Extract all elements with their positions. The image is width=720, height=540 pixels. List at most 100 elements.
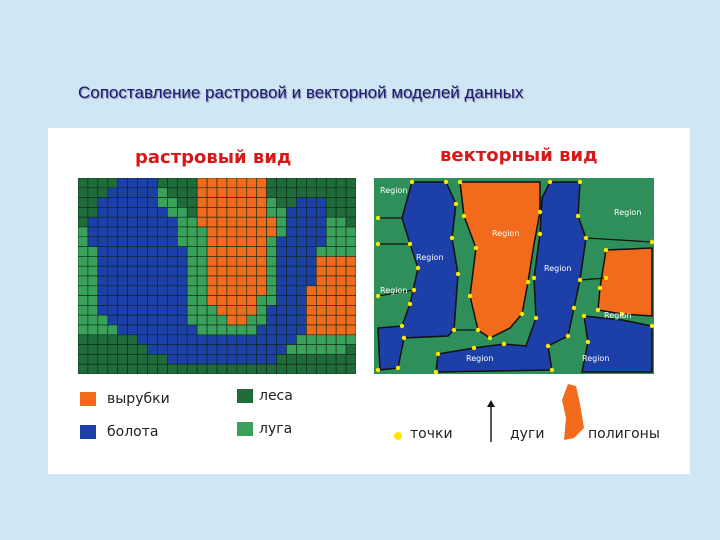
raster-cell	[335, 314, 347, 326]
raster-cell	[147, 344, 158, 355]
forest-swatch	[237, 389, 253, 403]
raster-cell	[147, 265, 158, 277]
raster-cell	[196, 226, 208, 238]
raster-cell	[137, 305, 148, 316]
raster-cell	[345, 226, 356, 238]
raster-cell	[78, 256, 89, 267]
raster-cell	[276, 334, 287, 345]
raster-cell	[236, 344, 248, 355]
raster-cell	[306, 285, 317, 296]
raster-cell	[266, 216, 277, 228]
meadow-label: луга	[259, 421, 293, 437]
raster-cell	[127, 354, 138, 365]
raster-cell	[345, 275, 356, 287]
raster-cell	[87, 314, 99, 326]
raster-cell	[256, 295, 267, 306]
raster-cell	[157, 256, 168, 267]
raster-cell	[335, 334, 347, 345]
raster-cell	[107, 265, 119, 277]
raster-cell	[107, 363, 119, 374]
raster-cell	[127, 246, 138, 257]
raster-cell	[176, 246, 188, 257]
raster-cell	[226, 178, 238, 189]
raster-cell	[335, 197, 347, 208]
raster-cell	[196, 324, 208, 336]
raster-cell	[246, 295, 258, 306]
raster-cell	[325, 246, 337, 257]
raster-cell	[286, 344, 297, 355]
raster-cell	[167, 207, 178, 218]
raster-cell	[266, 187, 277, 198]
raster-cell	[127, 305, 138, 316]
raster-cell	[97, 275, 109, 287]
raster-cell	[87, 246, 99, 257]
raster-cell	[286, 256, 297, 267]
raster-cell	[147, 236, 158, 247]
raster-cell	[325, 354, 337, 365]
raster-cell	[196, 236, 208, 247]
raster-cell	[276, 216, 287, 228]
raster-cell	[315, 216, 327, 228]
raster-cell	[78, 314, 89, 326]
raster-cell	[78, 324, 89, 336]
raster-cell	[276, 178, 287, 189]
raster-cell	[78, 295, 89, 306]
raster-cell	[97, 246, 109, 257]
raster-cell	[127, 236, 138, 247]
raster-cell	[216, 295, 228, 306]
raster-cell	[236, 197, 248, 208]
raster-cell	[147, 334, 158, 345]
raster-cell	[176, 216, 188, 228]
raster-cell	[176, 226, 188, 238]
raster-cell	[107, 334, 119, 345]
raster-cell	[87, 265, 99, 277]
raster-cell	[167, 226, 178, 238]
raster-cell	[226, 334, 238, 345]
raster-cell	[206, 285, 218, 296]
cutting-swatch	[80, 392, 96, 406]
raster-cell	[147, 363, 158, 374]
raster-cell	[78, 207, 89, 218]
raster-cell	[137, 187, 148, 198]
raster-cell	[107, 324, 119, 336]
raster-cell	[78, 187, 89, 198]
forest-label: леса	[259, 388, 293, 404]
raster-cell	[117, 275, 128, 287]
raster-cell	[286, 354, 297, 365]
raster-cell	[117, 226, 128, 238]
raster-cell	[196, 314, 208, 326]
raster-cell	[276, 265, 287, 277]
raster-cell	[246, 363, 258, 374]
raster-cell	[97, 265, 109, 277]
raster-cell	[167, 178, 178, 189]
raster-cell	[196, 295, 208, 306]
raster-cell	[78, 363, 89, 374]
raster-cell	[196, 216, 208, 228]
raster-cell	[176, 285, 188, 296]
raster-cell	[147, 246, 158, 257]
raster-cell	[186, 187, 198, 198]
raster-cell	[345, 256, 356, 267]
raster-cell	[286, 363, 297, 374]
raster-cell	[266, 363, 277, 374]
raster-cell	[87, 178, 99, 189]
raster-cell	[167, 314, 178, 326]
raster-cell	[147, 354, 158, 365]
raster-cell	[276, 197, 287, 208]
raster-cell	[256, 363, 267, 374]
raster-cell	[345, 363, 356, 374]
raster-cell	[127, 256, 138, 267]
raster-cell	[216, 334, 228, 345]
raster-cell	[176, 187, 188, 198]
raster-cell	[256, 354, 267, 365]
raster-cell	[266, 207, 277, 218]
raster-cell	[256, 256, 267, 267]
raster-cell	[266, 236, 277, 247]
raster-cell	[87, 363, 99, 374]
raster-cell	[206, 344, 218, 355]
raster-cell	[186, 324, 198, 336]
raster-cell	[296, 344, 307, 355]
raster-cell	[266, 246, 277, 257]
raster-cell	[246, 226, 258, 238]
raster-cell	[78, 216, 89, 228]
